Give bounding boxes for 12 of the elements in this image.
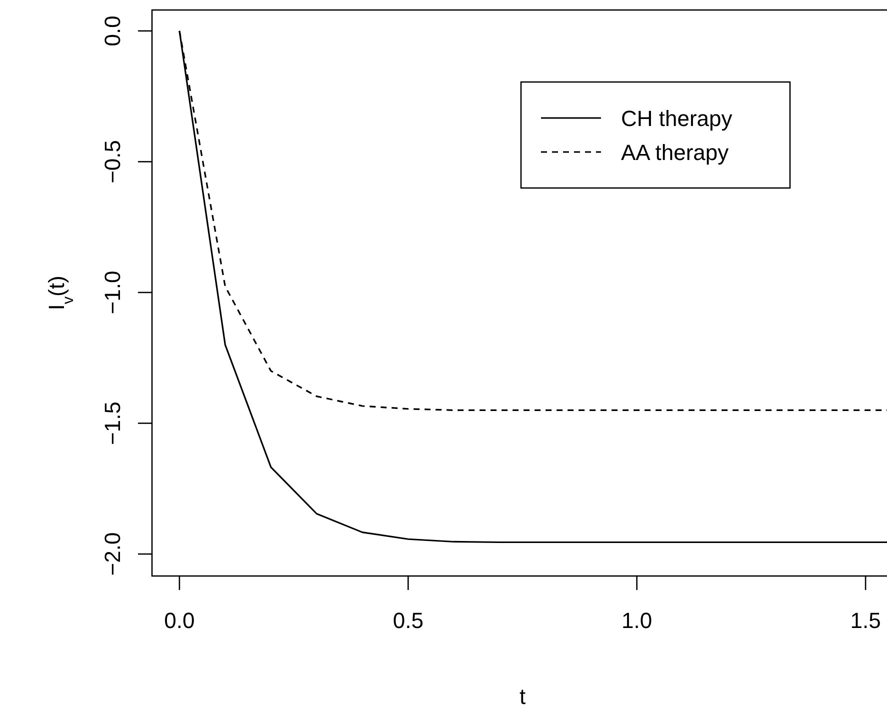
- y-tick-label: −0.5: [100, 140, 125, 184]
- x-tick-label: 0.5: [392, 608, 424, 633]
- x-tick-label: 1.0: [622, 608, 652, 633]
- y-tick-label: −1.5: [100, 402, 125, 445]
- y-tick-label: −1.0: [100, 270, 125, 314]
- legend-label: CH therapy: [621, 106, 732, 131]
- y-tick-label: 0.0: [100, 16, 125, 46]
- legend-label: AA therapy: [621, 140, 729, 165]
- y-tick-label: −2.0: [100, 532, 125, 576]
- x-tick-label: 0.0: [164, 608, 195, 633]
- x-axis-title: t: [519, 684, 526, 709]
- x-tick-label: 1.5: [850, 608, 881, 633]
